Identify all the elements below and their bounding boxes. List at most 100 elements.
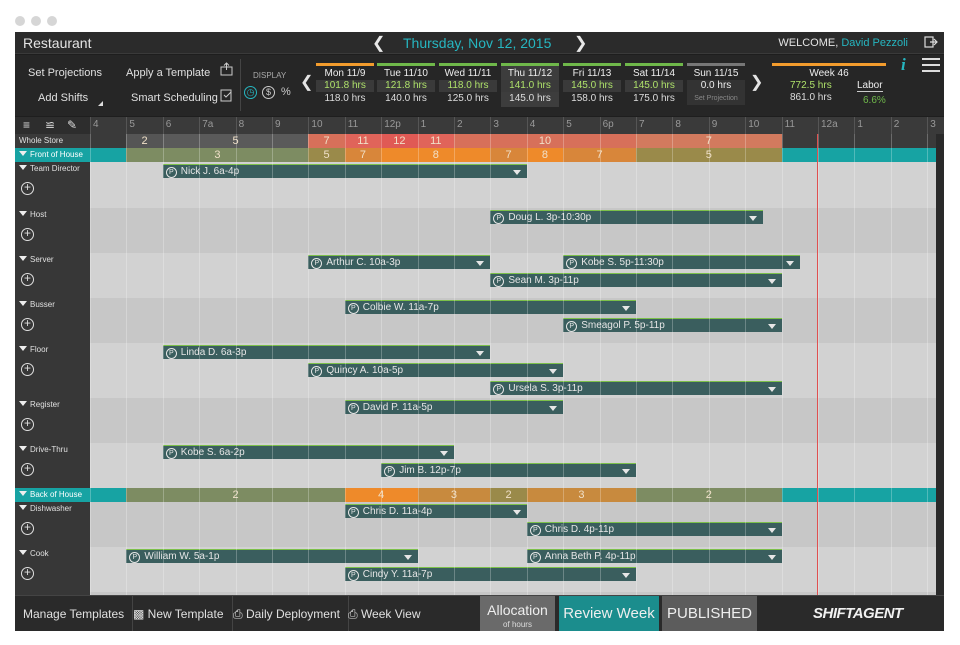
- week-view-button[interactable]: ⎙ Week View: [348, 607, 421, 621]
- dropdown-icon[interactable]: [767, 528, 776, 533]
- dropdown-icon[interactable]: [767, 324, 776, 329]
- set-projections-button[interactable]: Set Projections: [28, 67, 102, 79]
- add-shift-plus-icon[interactable]: +: [21, 181, 34, 195]
- info-icon[interactable]: i: [901, 55, 906, 74]
- day-thu[interactable]: Thu 11/12 141.0 hrs 145.0 hrs: [501, 63, 559, 107]
- shift-bar[interactable]: P Chris D. 4p-11p: [526, 522, 782, 536]
- menu-icon[interactable]: [922, 58, 940, 72]
- dropdown-icon[interactable]: [785, 261, 794, 266]
- collapse-triangle-icon[interactable]: [19, 550, 27, 555]
- next-week-arrow-icon[interactable]: ❯: [750, 74, 764, 91]
- add-shift-plus-icon[interactable]: +: [21, 521, 34, 535]
- dropdown-icon[interactable]: [512, 170, 521, 175]
- shift-bar[interactable]: P Chris D. 11a-4p: [344, 504, 527, 518]
- hour-gridline: [272, 134, 273, 595]
- new-template-button[interactable]: ▩ New Template: [125, 596, 233, 631]
- shift-bar[interactable]: P Kobe S. 5p-11:30p: [563, 255, 800, 269]
- collapse-triangle-icon[interactable]: [19, 346, 27, 351]
- collapse-triangle-icon[interactable]: [19, 446, 27, 451]
- shift-bar[interactable]: P William W. 5a-1p: [126, 549, 418, 563]
- dollar-display-icon[interactable]: $: [262, 86, 275, 99]
- hour-gridline: [199, 134, 201, 595]
- published-button[interactable]: PUBLISHED: [662, 596, 757, 631]
- day-fri[interactable]: Fri 11/13 145.0 hrs 158.0 hrs: [563, 63, 621, 107]
- day-sat[interactable]: Sat 11/14 145.0 hrs 175.0 hrs: [625, 63, 683, 107]
- add-shift-plus-icon[interactable]: +: [21, 566, 34, 580]
- template-upload-icon[interactable]: [220, 62, 233, 76]
- set-projection-button[interactable]: Set Projection: [687, 92, 745, 105]
- shift-bar[interactable]: P Nick J. 6a-4p: [162, 164, 527, 178]
- dropdown-icon[interactable]: [767, 387, 776, 392]
- add-shift-plus-icon[interactable]: +: [21, 317, 34, 331]
- smart-scheduling-icon[interactable]: [220, 88, 234, 102]
- dropdown-icon[interactable]: [512, 510, 521, 515]
- dropdown-icon[interactable]: [549, 406, 558, 411]
- add-shift-plus-icon[interactable]: +: [21, 462, 34, 476]
- welcome-text: WELCOME, David Pezzoli: [778, 37, 908, 49]
- add-shift-plus-icon[interactable]: +: [21, 417, 34, 431]
- collapse-triangle-icon[interactable]: [19, 165, 27, 170]
- day-wed[interactable]: Wed 11/11 118.0 hrs 125.0 hrs: [439, 63, 497, 107]
- smart-scheduling-button[interactable]: Smart Scheduling: [131, 92, 218, 104]
- dropdown-icon[interactable]: [403, 555, 412, 560]
- collapse-triangle-icon[interactable]: [19, 151, 27, 156]
- dropdown-icon[interactable]: [621, 573, 630, 578]
- shift-bar[interactable]: P Ursela S. 3p-11p: [490, 381, 782, 395]
- shift-bar[interactable]: P Sean M. 3p-11p: [490, 273, 782, 287]
- shift-bar[interactable]: P Jim B. 12p-7p: [381, 463, 636, 477]
- dropdown-icon[interactable]: [549, 369, 558, 374]
- expand-icon[interactable]: ≡: [23, 118, 31, 132]
- review-week-button[interactable]: Review Week: [559, 596, 659, 631]
- logout-icon[interactable]: [924, 35, 938, 49]
- collapse-triangle-icon[interactable]: [19, 211, 27, 216]
- shift-bar[interactable]: P Kobe S. 6a-2p: [162, 445, 454, 459]
- previous-week-arrow-icon[interactable]: ❮: [300, 74, 314, 91]
- add-shifts-button[interactable]: Add Shifts: [38, 92, 89, 104]
- scrollbar[interactable]: [936, 134, 944, 595]
- shift-bar[interactable]: P Smeagol P. 5p-11p: [563, 318, 782, 332]
- shift-bar[interactable]: P Linda D. 6a-3p: [162, 345, 491, 359]
- dropdown-icon[interactable]: [621, 469, 630, 474]
- position-label: Register: [15, 400, 90, 414]
- shift-bar[interactable]: P Cindy Y. 11a-7p: [344, 567, 636, 581]
- shift-bar[interactable]: P David P. 11a-5p: [344, 400, 564, 414]
- hour-gridline: [781, 134, 783, 595]
- dropdown-icon[interactable]: [439, 451, 448, 456]
- add-shift-plus-icon[interactable]: +: [21, 362, 34, 376]
- dropdown-icon[interactable]: [476, 261, 485, 266]
- previous-day-arrow-icon[interactable]: ❮: [372, 35, 386, 52]
- dropdown-icon[interactable]: [767, 555, 776, 560]
- shift-label: Nick J. 6a-4p: [180, 166, 240, 177]
- add-shift-plus-icon[interactable]: +: [21, 272, 34, 286]
- dropdown-icon[interactable]: [749, 216, 758, 221]
- shift-bar[interactable]: P Anna Beth P. 4p-11p: [526, 549, 782, 563]
- manage-templates-button[interactable]: Manage Templates: [15, 596, 134, 631]
- day-sun[interactable]: Sun 11/15 0.0 hrs Set Projection: [687, 63, 745, 107]
- shift-bar[interactable]: P Colbie W. 11a-7p: [344, 300, 636, 314]
- day-mon[interactable]: Mon 11/9 101.8 hrs 118.0 hrs: [316, 63, 374, 107]
- apply-template-button[interactable]: Apply a Template: [126, 67, 211, 79]
- collapse-triangle-icon[interactable]: [19, 256, 27, 261]
- allocation-button[interactable]: Allocation of hours: [480, 596, 555, 631]
- day-tue[interactable]: Tue 11/10 121.8 hrs 140.0 hrs: [377, 63, 435, 107]
- dropdown-icon[interactable]: [621, 306, 630, 311]
- shift-bar[interactable]: P Quincy A. 10a-5p: [308, 363, 564, 377]
- collapse-triangle-icon[interactable]: [19, 491, 27, 496]
- user-name[interactable]: David Pezzoli: [841, 37, 908, 49]
- daily-deployment-button[interactable]: ⎙ Daily Deployment: [225, 596, 349, 631]
- timeline-tick: 6: [162, 117, 171, 134]
- collapse-triangle-icon[interactable]: [19, 301, 27, 306]
- percent-display-icon[interactable]: %: [281, 86, 291, 98]
- shift-bar[interactable]: P Doug L. 3p-10:30p: [490, 210, 764, 224]
- hour-gridline: [818, 134, 819, 595]
- dropdown-icon[interactable]: [476, 351, 485, 356]
- next-day-arrow-icon[interactable]: ❯: [574, 35, 588, 52]
- clock-display-icon[interactable]: ◷: [244, 86, 257, 99]
- collapse-triangle-icon[interactable]: [19, 401, 27, 406]
- add-shift-plus-icon[interactable]: +: [21, 227, 34, 241]
- collapse-triangle-icon[interactable]: [19, 505, 27, 510]
- pencil-icon[interactable]: ✎: [67, 118, 78, 132]
- dropdown-icon[interactable]: [767, 279, 776, 284]
- shift-bar[interactable]: P Arthur C. 10a-3p: [308, 255, 491, 269]
- collapse-icon[interactable]: ≌: [45, 118, 56, 132]
